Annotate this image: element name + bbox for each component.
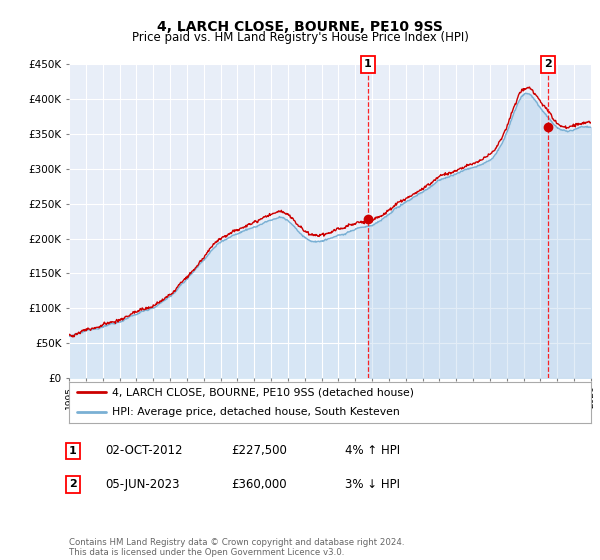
Text: 2: 2: [544, 59, 551, 69]
Text: 2: 2: [69, 479, 77, 489]
Text: £227,500: £227,500: [231, 444, 287, 458]
Text: 1: 1: [69, 446, 77, 456]
Text: Price paid vs. HM Land Registry's House Price Index (HPI): Price paid vs. HM Land Registry's House …: [131, 31, 469, 44]
Text: 05-JUN-2023: 05-JUN-2023: [105, 478, 179, 491]
Text: 3% ↓ HPI: 3% ↓ HPI: [345, 478, 400, 491]
Text: 4% ↑ HPI: 4% ↑ HPI: [345, 444, 400, 458]
Text: 1: 1: [364, 59, 372, 69]
Text: 4, LARCH CLOSE, BOURNE, PE10 9SS (detached house): 4, LARCH CLOSE, BOURNE, PE10 9SS (detach…: [112, 387, 414, 397]
Text: Contains HM Land Registry data © Crown copyright and database right 2024.
This d: Contains HM Land Registry data © Crown c…: [69, 538, 404, 557]
Text: 02-OCT-2012: 02-OCT-2012: [105, 444, 182, 458]
Text: 4, LARCH CLOSE, BOURNE, PE10 9SS: 4, LARCH CLOSE, BOURNE, PE10 9SS: [157, 20, 443, 34]
Text: £360,000: £360,000: [231, 478, 287, 491]
Text: HPI: Average price, detached house, South Kesteven: HPI: Average price, detached house, Sout…: [112, 407, 400, 417]
